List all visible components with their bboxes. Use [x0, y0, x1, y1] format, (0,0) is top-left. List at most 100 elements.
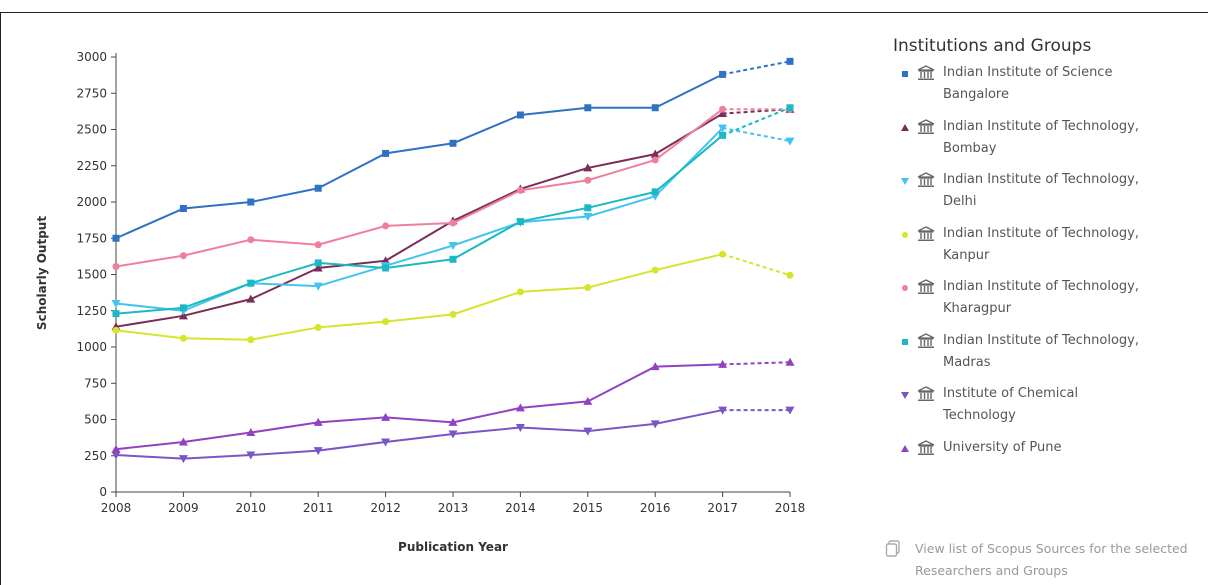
- institution-icon: [917, 332, 935, 348]
- data-point: [314, 259, 322, 267]
- legend-marker: [901, 444, 909, 452]
- legend-label-line: Indian Institute of Technology,: [943, 279, 1140, 294]
- institution-icon: [917, 279, 935, 294]
- series-7: [111, 406, 795, 464]
- data-point: [719, 250, 727, 258]
- legend-label-line: Indian Institute of Technology,: [943, 225, 1140, 241]
- x-axis-label: Publication Year: [398, 540, 508, 554]
- data-point: [111, 451, 121, 460]
- x-tick-label: 2013: [438, 501, 469, 515]
- series-1: [112, 57, 794, 242]
- legend-label-line: Institute of Chemical: [943, 386, 1079, 401]
- data-point: [516, 288, 524, 296]
- series-projection-line: [722, 361, 791, 366]
- data-point: [313, 417, 323, 426]
- data-point: [786, 57, 794, 65]
- data-point: [313, 447, 323, 456]
- data-point: [650, 362, 660, 371]
- x-tick-label: 2011: [303, 501, 334, 515]
- y-tick-label: 1750: [76, 231, 107, 245]
- legend-item[interactable]: Indian Institute of Technology, Kanpur: [893, 223, 1208, 277]
- legend-marker-shape: [902, 285, 908, 291]
- legend-label-line: Madras: [943, 354, 991, 370]
- series-line: [115, 127, 724, 312]
- data-point: [112, 234, 120, 242]
- data-point: [583, 213, 593, 221]
- legend-item[interactable]: Indian Institute of Technology, Bombay: [893, 116, 1208, 170]
- data-point: [515, 403, 525, 412]
- legend-item[interactable]: Institute of Chemical Technology: [893, 383, 1208, 437]
- legend-item[interactable]: Indian Institute of Technology, Kharagpur: [893, 276, 1208, 330]
- data-point: [247, 236, 255, 244]
- y-tick-label: 500: [84, 413, 107, 427]
- data-point: [650, 420, 660, 429]
- legend-label-line: Indian Institute of Technology,: [943, 332, 1140, 348]
- institution-icon: [917, 439, 935, 455]
- series-line: [115, 73, 724, 240]
- data-point: [651, 156, 659, 164]
- legend-item[interactable]: University of Pune: [893, 437, 1208, 491]
- data-point: [112, 326, 120, 334]
- legend-marker-shape: [902, 71, 908, 77]
- data-point: [381, 256, 391, 265]
- y-tick-label: 1000: [76, 340, 107, 354]
- y-tick-label: 2250: [76, 159, 107, 173]
- data-point: [448, 242, 458, 250]
- data-point: [381, 438, 391, 447]
- data-point: [718, 359, 728, 368]
- legend-marker: [902, 231, 908, 238]
- document-icon: [885, 540, 900, 557]
- legend-title: Institutions and Groups: [893, 36, 1092, 56]
- legend-marker-shape: [901, 178, 909, 185]
- series-line: [115, 409, 723, 460]
- x-tick-label: 2009: [168, 501, 199, 515]
- x-tick-label: 2012: [370, 501, 401, 515]
- data-point: [449, 310, 457, 318]
- legend: Institutions and Groups Indian Institute…: [893, 36, 1208, 490]
- legend-label: Institute of Chemical Technology: [943, 383, 1173, 427]
- legend-label: Indian Institute of Science Bangalore: [943, 62, 1173, 106]
- data-point: [719, 131, 727, 139]
- legend-item[interactable]: Indian Institute of Science Bangalore: [893, 62, 1208, 116]
- legend-marker: [901, 392, 909, 399]
- x-tick-label: 2014: [505, 501, 536, 515]
- data-point: [449, 139, 457, 147]
- legend-marker: [902, 338, 908, 345]
- data-point: [314, 323, 322, 331]
- legend-item[interactable]: Indian Institute of Technology, Madras: [893, 330, 1208, 384]
- data-point: [719, 105, 727, 113]
- legend-label: Indian Institute of Technology, Kanpur: [943, 223, 1173, 267]
- data-point: [650, 149, 660, 158]
- legend-label-line: Indian Institute of Technology,: [943, 118, 1140, 134]
- y-tick-label: 750: [84, 376, 107, 390]
- scopus-sources-link-line2[interactable]: Researchers and Groups: [915, 563, 1068, 578]
- series-line: [115, 253, 723, 341]
- data-point: [179, 304, 187, 312]
- legend-marker-shape: [901, 123, 909, 131]
- legend-label-line: Indian Institute of Science: [943, 65, 1113, 80]
- legend-label-line: Bombay: [943, 140, 997, 156]
- legend-label-line: University of Pune: [943, 439, 1062, 455]
- data-point: [786, 104, 794, 112]
- data-point: [651, 188, 659, 196]
- legend-item[interactable]: Indian Institute of Technology, Delhi: [893, 169, 1208, 223]
- y-tick-label: 3000: [76, 50, 107, 64]
- legend-marker: [902, 71, 908, 77]
- x-tick-label: 2018: [775, 501, 806, 515]
- scopus-sources-link-line1[interactable]: View list of Scopus Sources for the sele…: [915, 541, 1188, 556]
- legend-label-line: Delhi: [943, 194, 977, 209]
- report-frame: [0, 12, 1208, 585]
- data-point: [178, 311, 188, 320]
- data-point: [449, 255, 457, 263]
- y-tick-label: 2500: [76, 123, 107, 137]
- data-point: [584, 104, 592, 112]
- x-tick-label: 2010: [236, 501, 267, 515]
- data-point: [246, 294, 256, 303]
- data-point: [583, 396, 593, 405]
- scopus-sources-link[interactable]: View list of Scopus Sources for the sele…: [885, 538, 1208, 582]
- series-projection-line: [722, 127, 791, 143]
- data-point: [718, 406, 728, 415]
- data-point: [382, 264, 390, 272]
- series-6: [112, 104, 794, 318]
- data-point: [785, 357, 795, 366]
